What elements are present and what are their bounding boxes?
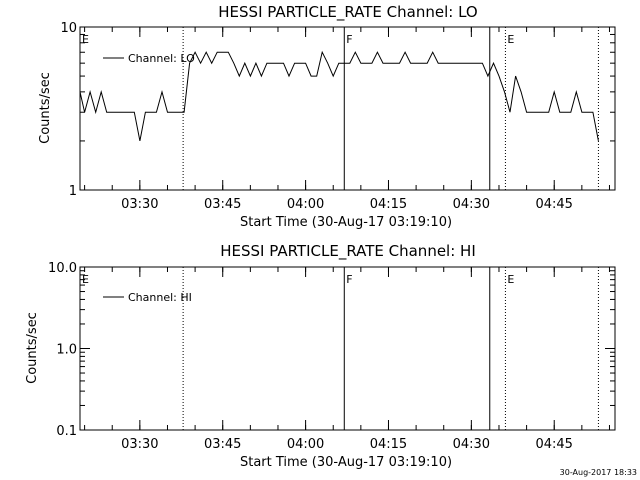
x-axis-label: Start Time (30-Aug-17 03:19:10) — [240, 215, 452, 230]
legend: Channel: HI — [103, 291, 192, 304]
x-tick-label: 03:45 — [204, 437, 241, 452]
y-tick-label: 1.0 — [56, 343, 77, 358]
y-tick-label: 10 — [60, 21, 77, 36]
x-tick-label: 03:30 — [121, 437, 158, 452]
hi-channel-panel: HESSI PARTICLE_RATE Channel: HI Counts/s… — [25, 242, 616, 470]
x-tick-label: 04:15 — [370, 437, 407, 452]
y-ticks: 1 10 — [60, 21, 615, 199]
legend-label: Channel: LO — [128, 52, 195, 65]
x-tick-label: 04:00 — [287, 197, 324, 212]
y-axis-label: Counts/sec — [38, 72, 53, 144]
y-axis-label: Counts/sec — [25, 312, 40, 384]
x-tick-label: 04:00 — [287, 437, 324, 452]
series-layer — [79, 50, 599, 141]
marker-label: E — [507, 33, 514, 46]
x-ticks: 03:30 03:45 04:00 04:15 04:30 04:45 — [84, 27, 610, 212]
x-axis-label: Start Time (30-Aug-17 03:19:10) — [240, 455, 452, 470]
y-tick-label: 0.1 — [56, 424, 77, 439]
marker-label: E — [507, 273, 514, 286]
x-tick-label: 04:15 — [370, 197, 407, 212]
x-ticks: 03:30 03:45 04:00 04:15 04:30 04:45 — [84, 267, 610, 452]
legend-label: Channel: HI — [128, 291, 192, 304]
y-ticks: 0.1 1.0 10.0 — [48, 261, 615, 439]
marker-label: F — [346, 273, 352, 286]
y-tick-label: 1 — [69, 184, 77, 199]
x-tick-label: 04:30 — [453, 437, 490, 452]
series-line — [79, 50, 599, 141]
legend: Channel: LO — [103, 52, 195, 65]
lo-channel-panel: HESSI PARTICLE_RATE Channel: LO Counts/s… — [38, 3, 616, 230]
footer-timestamp: 30-Aug-2017 18:33 — [560, 468, 637, 477]
x-tick-label: 03:30 — [121, 197, 158, 212]
marker-label: E — [82, 33, 89, 46]
marker-label: F — [346, 33, 352, 46]
x-tick-label: 04:30 — [453, 197, 490, 212]
marker-label: E — [82, 273, 89, 286]
x-tick-label: 04:45 — [535, 437, 572, 452]
chart-title: HESSI PARTICLE_RATE Channel: HI — [220, 242, 476, 261]
y-tick-label: 10.0 — [48, 261, 77, 276]
x-tick-label: 04:45 — [535, 197, 572, 212]
x-tick-label: 03:45 — [204, 197, 241, 212]
chart-title: HESSI PARTICLE_RATE Channel: LO — [218, 3, 477, 22]
plot-frame — [79, 26, 616, 191]
